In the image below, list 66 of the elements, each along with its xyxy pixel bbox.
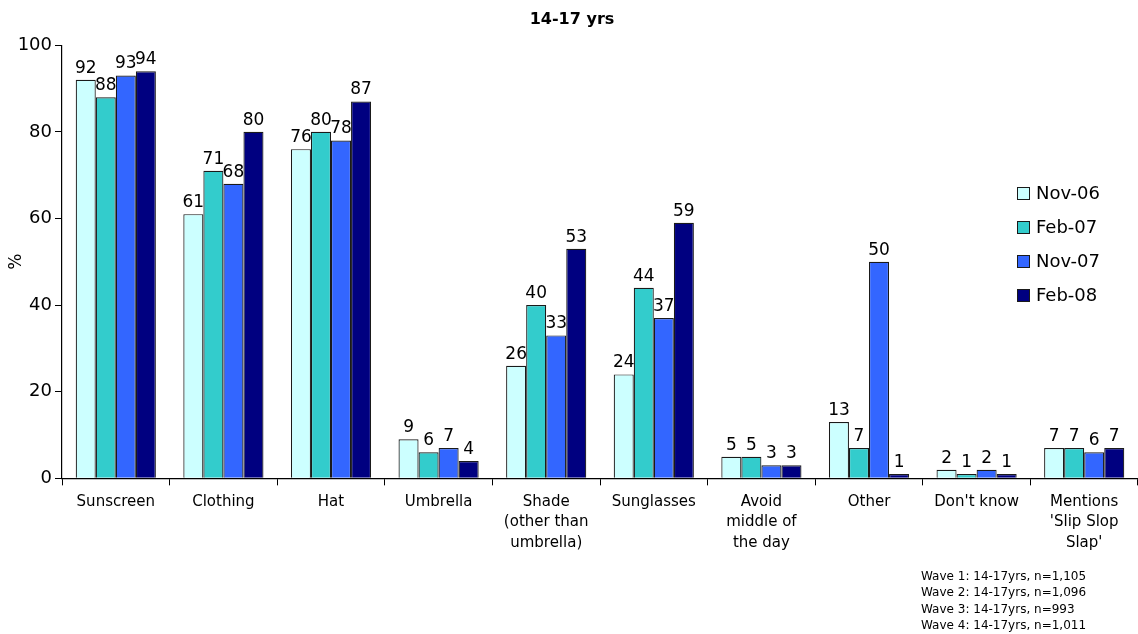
data-label: 26 bbox=[505, 342, 527, 363]
data-label: 2 bbox=[941, 446, 952, 467]
data-label: 24 bbox=[612, 351, 635, 372]
data-label: 33 bbox=[545, 312, 568, 333]
data-label: 59 bbox=[673, 199, 695, 220]
data-label: 6 bbox=[1088, 429, 1100, 450]
data-label: 78 bbox=[330, 117, 352, 138]
y-axis-title: % bbox=[4, 253, 25, 270]
y-tick-label: 80 bbox=[29, 119, 52, 141]
data-label: 5 bbox=[725, 433, 737, 454]
data-label: 37 bbox=[653, 295, 675, 316]
x-tick-label: Clothing bbox=[192, 491, 255, 510]
data-label: 94 bbox=[135, 48, 157, 69]
data-label: 92 bbox=[74, 56, 97, 77]
x-tick-label: Sunscreen bbox=[76, 491, 155, 510]
data-label: 93 bbox=[115, 52, 137, 73]
legend-label: Feb-08 bbox=[1035, 284, 1098, 306]
chart-title: 14-17 yrs bbox=[529, 8, 615, 28]
data-label: 7 bbox=[1108, 424, 1120, 445]
data-label: 68 bbox=[222, 160, 245, 181]
data-label: 1 bbox=[893, 450, 905, 471]
text: Wave 1: 14-17yrs, n=1,105 bbox=[921, 568, 1087, 585]
y-tick-label: 0 bbox=[40, 466, 52, 488]
data-label: 61 bbox=[182, 191, 205, 212]
x-tick-label: Avoid middle of the day bbox=[726, 491, 798, 551]
data-label: 7 bbox=[853, 424, 865, 445]
data-label: 44 bbox=[632, 264, 655, 285]
data-label: 76 bbox=[290, 126, 312, 147]
x-tick-label: Don't know bbox=[934, 491, 1019, 510]
data-label: 4 bbox=[463, 437, 475, 458]
text: Wave 2: 14-17yrs, n=1,096 bbox=[921, 584, 1087, 601]
x-tick-label: Other bbox=[847, 491, 892, 510]
x-tick-label: Mentions 'Slip Slop Slap' bbox=[1049, 491, 1119, 551]
data-label: 6 bbox=[423, 429, 434, 450]
data-label: 5 bbox=[745, 433, 757, 454]
data-label: 7 bbox=[443, 424, 455, 445]
text: Wave 3: 14-17yrs, n=993 bbox=[921, 600, 1076, 617]
data-label: 3 bbox=[766, 442, 777, 463]
data-label: 1 bbox=[1001, 450, 1013, 471]
data-label: 87 bbox=[350, 78, 372, 99]
data-label: 3 bbox=[786, 442, 797, 463]
data-label: 80 bbox=[310, 108, 332, 129]
legend-label: Nov-06 bbox=[1035, 182, 1100, 204]
data-label: 40 bbox=[525, 282, 547, 303]
data-label: 50 bbox=[868, 238, 890, 259]
data-label: 71 bbox=[202, 147, 225, 168]
x-tick-label: Shade (other than umbrella) bbox=[503, 491, 589, 551]
legend-label: Feb-07 bbox=[1035, 216, 1098, 238]
data-label: 2 bbox=[981, 446, 993, 467]
data-label: 80 bbox=[242, 108, 265, 129]
x-tick-label: Hat bbox=[317, 491, 345, 510]
y-tick-label: 40 bbox=[29, 292, 52, 314]
x-tick-label: Umbrella bbox=[404, 491, 473, 510]
data-label: 13 bbox=[828, 398, 850, 419]
data-label: 88 bbox=[94, 74, 117, 95]
y-tick-label: 60 bbox=[29, 206, 52, 228]
data-label: 7 bbox=[1048, 424, 1060, 445]
x-tick-label: Sunglasses bbox=[611, 491, 697, 510]
legend-label: Nov-07 bbox=[1035, 250, 1100, 272]
data-label: 1 bbox=[961, 450, 972, 471]
data-label: 53 bbox=[565, 225, 588, 246]
data-label: 7 bbox=[1068, 424, 1080, 445]
text: Wave 4: 14-17yrs, n=1,011 bbox=[921, 616, 1087, 634]
y-tick-label: 20 bbox=[29, 379, 52, 401]
y-tick-label: 100 bbox=[17, 32, 52, 54]
data-label: 9 bbox=[403, 416, 414, 437]
